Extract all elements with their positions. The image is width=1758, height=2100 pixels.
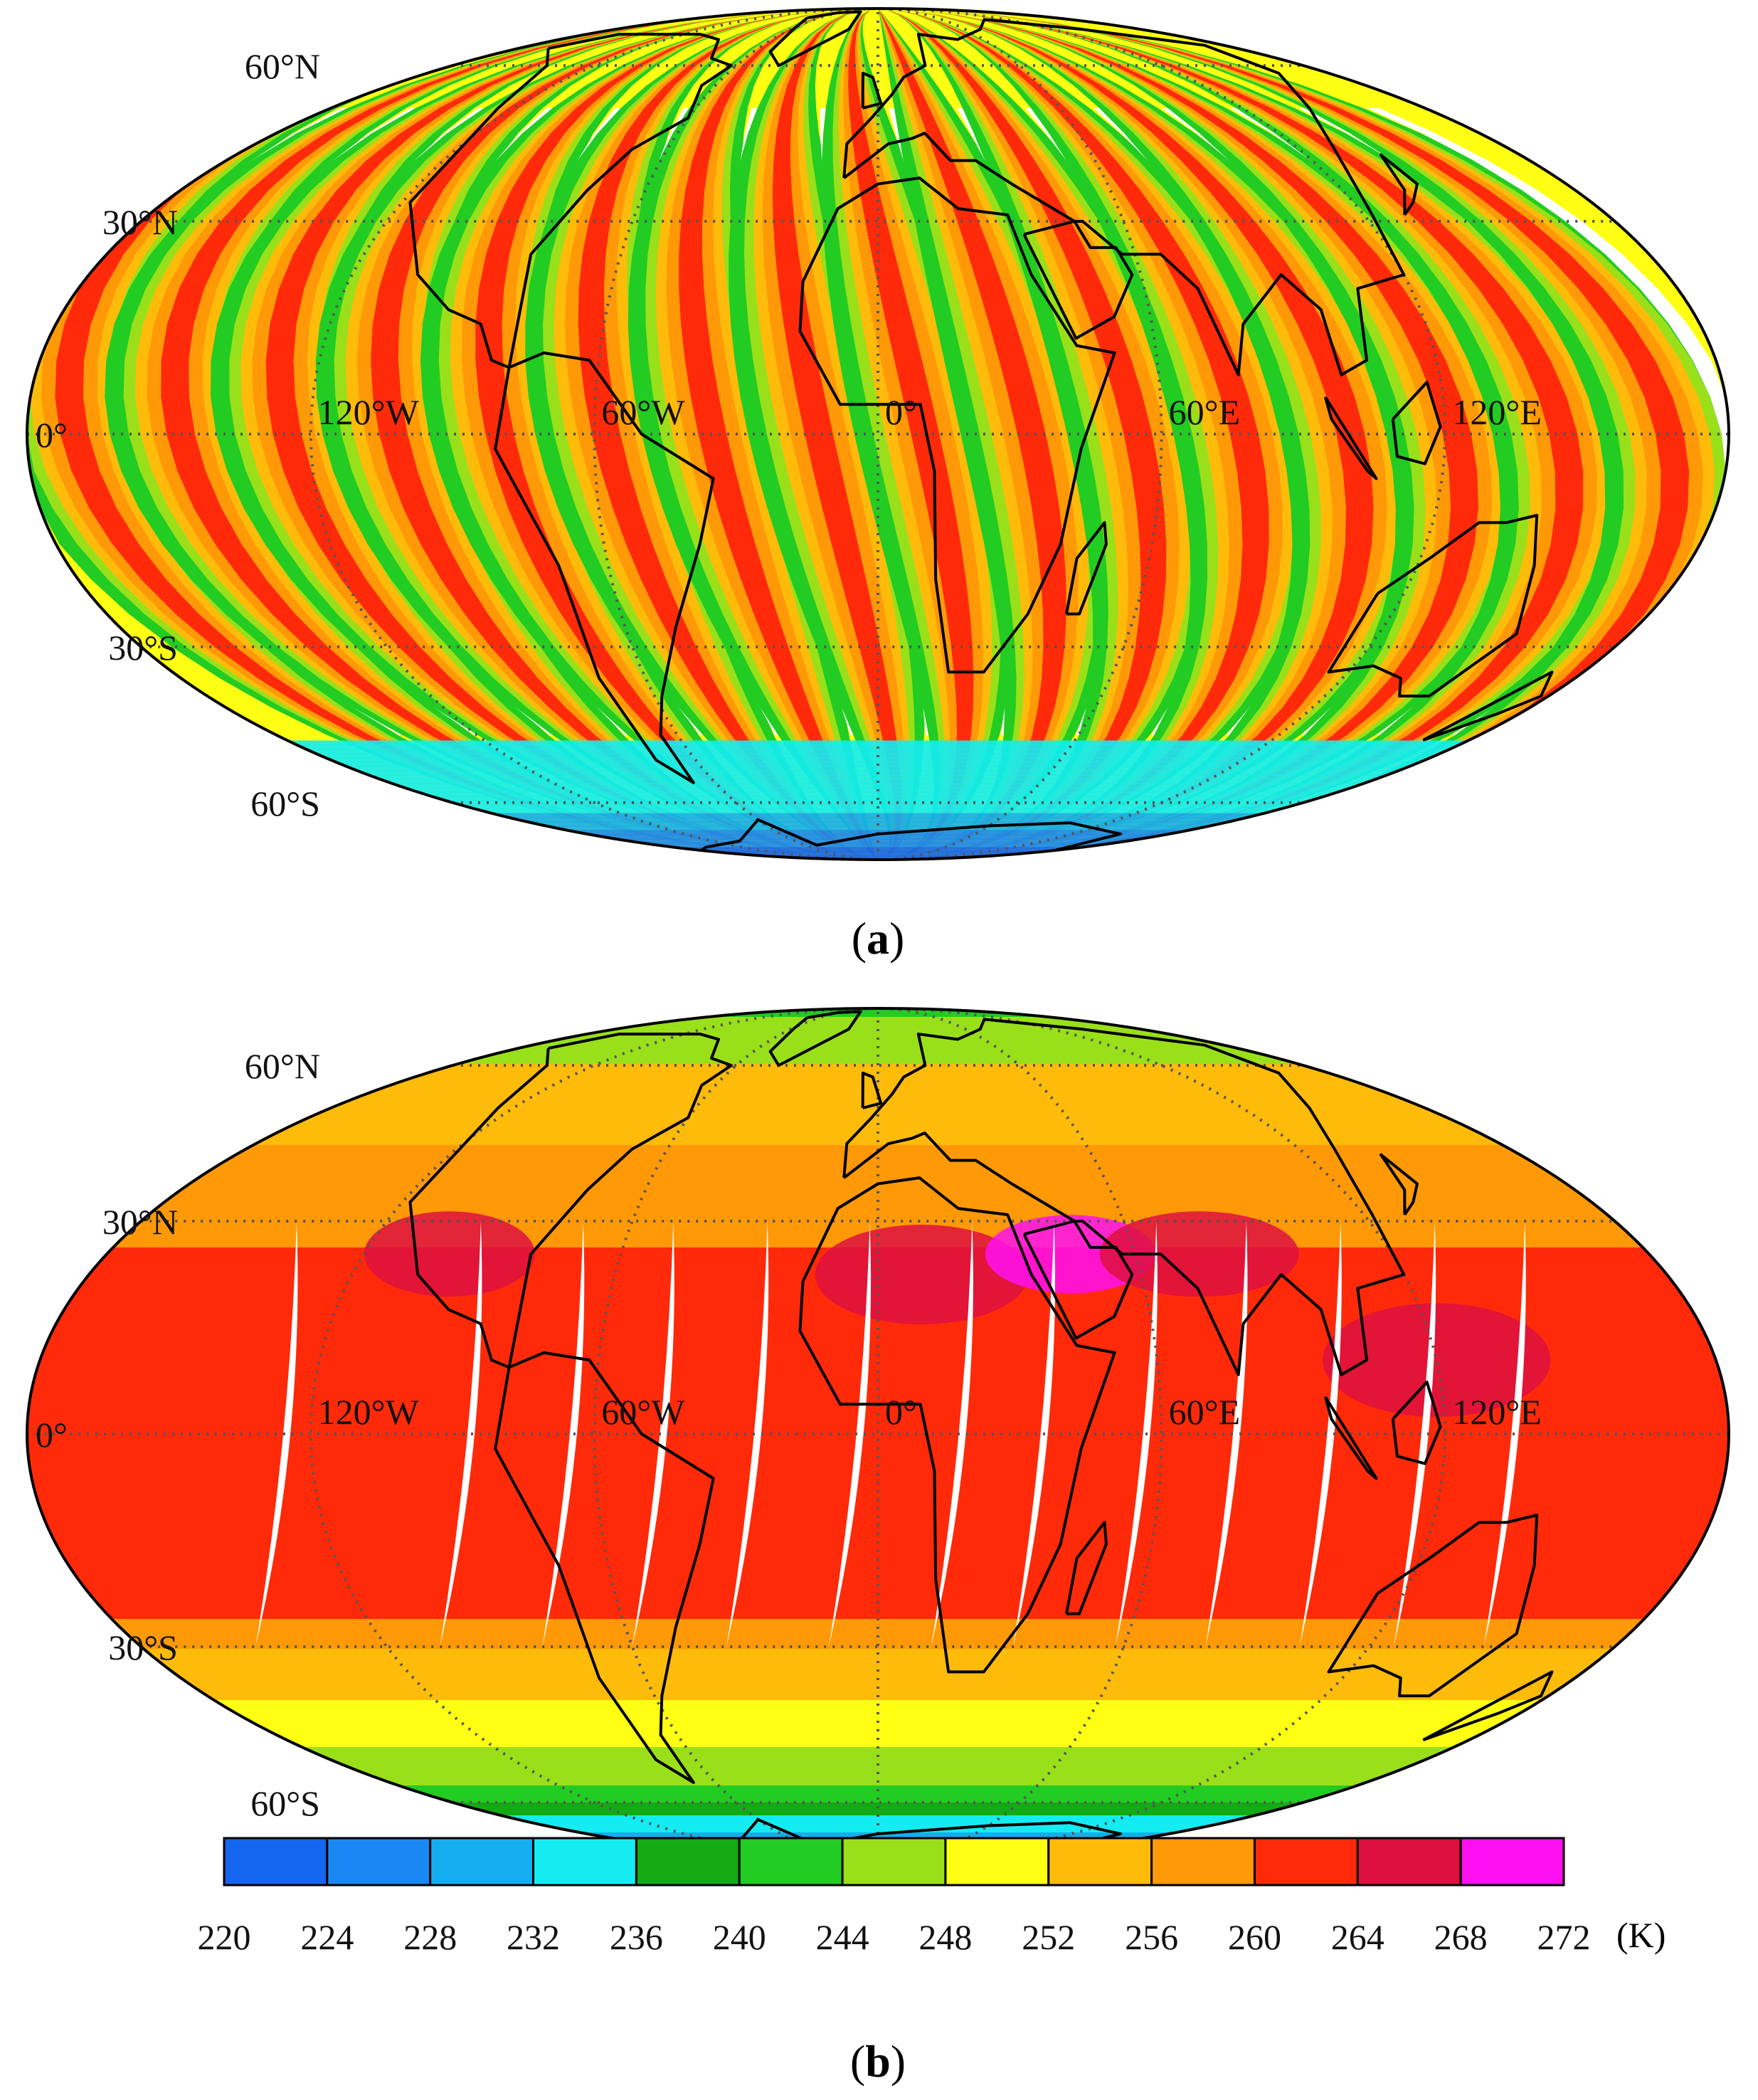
colorbar-tick-label: 272: [1537, 1917, 1591, 1957]
panel-b-latitude-labels: 60°N 30°N 0° 30°S 60°S: [36, 1046, 320, 1823]
colorbar-tick-label: 232: [507, 1917, 560, 1957]
colorbar-segment: [1253, 1837, 1359, 1887]
panel-b-lat-label-equator: 0°: [36, 1415, 68, 1455]
colorbar-segment: [326, 1837, 432, 1887]
panel-a-map-border: [26, 7, 1730, 861]
panel-b-coastlines: [408, 1010, 1554, 1852]
panel-a-lat-label-equator: 0°: [36, 415, 68, 455]
panel-a-lon-label-120w: 120°W: [318, 392, 420, 432]
colorbar-tick-label: 240: [713, 1917, 766, 1957]
panel-b-map: 60°N 30°N 0° 30°S 60°S 120°W 60°W 0° 60°E 120°E: [26, 1007, 1730, 1861]
panel-b-lat-label-30n: 30°N: [102, 1202, 178, 1242]
colorbar-tick-label: 260: [1228, 1917, 1281, 1957]
panel-a-latitude-labels: 60°N 30°N 0° 30°S 60°S: [36, 46, 320, 823]
panel-a-lon-label-60e: 60°E: [1169, 392, 1241, 432]
colorbar-segment: [1356, 1837, 1462, 1887]
panel-b-lon-label-60w: 60°W: [601, 1392, 685, 1432]
panel-a-graticule: [27, 7, 1729, 861]
panel-a-lat-label-30s: 30°S: [108, 628, 178, 668]
panel-b-lat-label-60n: 60°N: [245, 1046, 320, 1086]
panel-a-lat-label-60n: 60°N: [245, 46, 320, 86]
panel-a-lat-label-30n: 30°N: [102, 202, 178, 242]
colorbar-tick-label: 264: [1331, 1917, 1384, 1957]
panel-b-lon-label-0: 0°: [885, 1392, 917, 1432]
colorbar-tick-label: 252: [1022, 1917, 1075, 1957]
colorbar-segment: [1047, 1837, 1153, 1887]
colorbar-unit: (K): [1616, 1915, 1666, 1955]
panel-b-longitude-labels: 120°W 60°W 0° 60°E 120°E: [318, 1392, 1542, 1432]
colorbar-segment: [223, 1837, 329, 1887]
colorbar-segment: [1459, 1837, 1565, 1887]
colorbar-tick-label: 244: [816, 1917, 869, 1957]
colorbar-tick-label: 248: [918, 1917, 972, 1957]
colorbar-segment: [841, 1837, 947, 1887]
colorbar-segment: [944, 1837, 1050, 1887]
colorbar-tick-label: 228: [403, 1917, 457, 1957]
colorbar-segment: [635, 1837, 741, 1887]
colorbar-tick-label: 256: [1125, 1917, 1178, 1957]
panel-a-lat-label-60s: 60°S: [250, 783, 320, 823]
colorbar-tick-label: 236: [610, 1917, 663, 1957]
panel-a-lon-label-120e: 120°E: [1452, 392, 1542, 432]
colorbar-segment: [429, 1837, 535, 1887]
panel-b-caption: (b): [850, 2036, 906, 2086]
colorbar-segment: [1150, 1837, 1256, 1887]
colorbar-tick-label: 268: [1434, 1917, 1488, 1957]
panel-a-temperature-field: [27, 9, 1729, 860]
panel-b-lat-label-30s: 30°S: [108, 1627, 178, 1667]
panel-a-lon-label-60w: 60°W: [601, 392, 685, 432]
panel-a-lon-label-0: 0°: [885, 392, 917, 432]
panel-a-coastlines: [408, 10, 1554, 852]
panel-b-temperature-field: [27, 1008, 1729, 1859]
panel-b-lat-label-60s: 60°S: [250, 1783, 320, 1823]
colorbar-tick-label: 224: [300, 1917, 354, 1957]
panel-b-lon-label-120w: 120°W: [318, 1392, 420, 1432]
panel-b-lon-label-60e: 60°E: [1169, 1392, 1241, 1432]
colorbar-segment: [532, 1837, 637, 1887]
colorbar-segment: [738, 1837, 844, 1887]
colorbar: 220 224 228 232 236 240 244 248 252 256 260 264 268 2…: [198, 1837, 1591, 1957]
panel-a-caption: (a): [852, 913, 905, 964]
panel-a-map: 60°N 30°N 0° 30°S 60°S 120°W 60°W 0° 60°E 120°E: [26, 7, 1730, 861]
panel-b-lon-label-120e: 120°E: [1452, 1392, 1542, 1432]
colorbar-tick-label: 220: [198, 1917, 251, 1957]
panel-a-longitude-labels: 120°W 60°W 0° 60°E 120°E: [318, 392, 1542, 432]
panel-b-graticule: [27, 1007, 1729, 1861]
